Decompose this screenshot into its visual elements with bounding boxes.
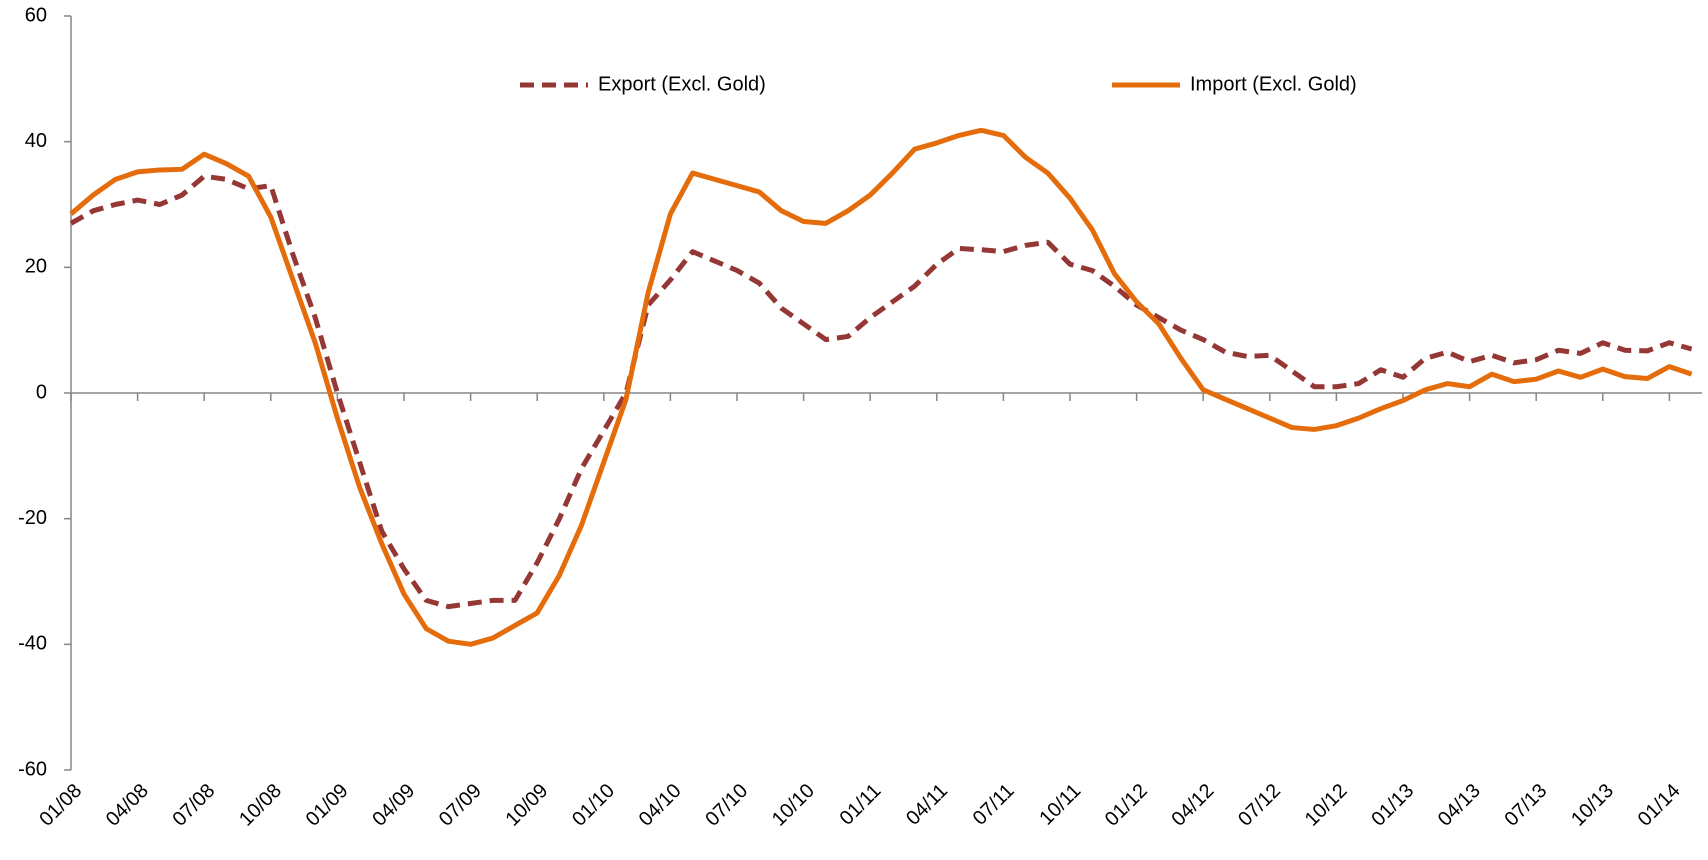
x-tick-label: 01/10 <box>568 780 619 831</box>
y-tick-label: -20 <box>18 507 47 529</box>
x-tick-label: 04/09 <box>368 780 419 831</box>
x-tick-label: 10/13 <box>1567 780 1618 831</box>
x-tick-label: 07/10 <box>701 780 752 831</box>
y-tick-label: 60 <box>25 4 47 26</box>
x-tick-label: 01/12 <box>1101 780 1152 831</box>
x-tick-label: 04/13 <box>1434 780 1485 831</box>
x-tick-label: 04/08 <box>102 780 153 831</box>
line-series <box>69 127 1693 647</box>
x-tick-label: 04/10 <box>635 780 686 831</box>
x-tick-label: 07/11 <box>969 780 1019 830</box>
x-tick-label: 04/12 <box>1168 780 1219 831</box>
x-tick-label: 10/08 <box>235 780 286 831</box>
y-tick-label: 40 <box>25 130 47 152</box>
x-tick-label: 07/09 <box>435 780 486 831</box>
x-tick-label: 01/09 <box>302 780 353 831</box>
line-series <box>69 173 1693 610</box>
x-tick-label: 07/12 <box>1234 780 1285 831</box>
y-tick-label: -60 <box>18 758 47 780</box>
x-tick-label: 10/12 <box>1301 780 1352 831</box>
x-tick-label: 07/13 <box>1501 780 1552 831</box>
legend-label: Export (Excl. Gold) <box>598 73 766 95</box>
x-tick-label: 10/10 <box>768 780 819 831</box>
x-tick-label: 01/08 <box>35 780 86 831</box>
x-tick-label: 04/11 <box>902 780 952 830</box>
x-tick-label: 07/08 <box>169 780 220 831</box>
y-tick-label: 0 <box>36 381 47 403</box>
x-tick-label: 01/14 <box>1634 780 1685 831</box>
x-tick-label: 10/09 <box>502 780 553 831</box>
legend-label: Import (Excl. Gold) <box>1190 73 1357 95</box>
x-tick-label: 01/11 <box>836 780 886 830</box>
y-tick-label: -40 <box>18 633 47 655</box>
x-tick-label: 10/11 <box>1035 780 1085 830</box>
y-tick-label: 20 <box>25 256 47 278</box>
x-tick-label: 01/13 <box>1367 780 1418 831</box>
